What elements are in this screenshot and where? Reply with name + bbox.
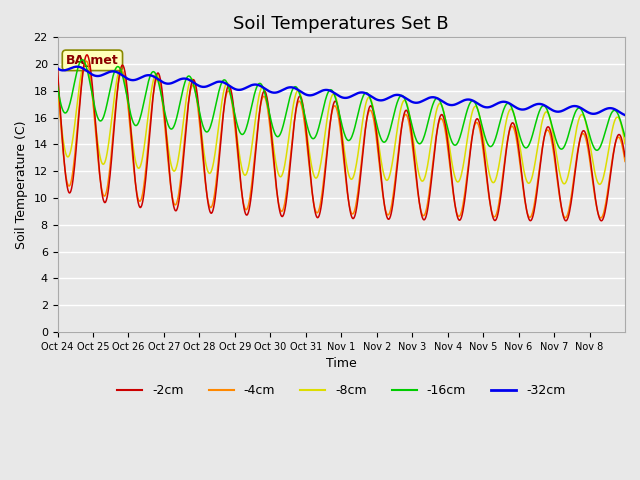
Legend: -2cm, -4cm, -8cm, -16cm, -32cm: -2cm, -4cm, -8cm, -16cm, -32cm bbox=[112, 379, 570, 402]
X-axis label: Time: Time bbox=[326, 357, 356, 370]
Text: BA_met: BA_met bbox=[66, 54, 119, 67]
Y-axis label: Soil Temperature (C): Soil Temperature (C) bbox=[15, 120, 28, 249]
Title: Soil Temperatures Set B: Soil Temperatures Set B bbox=[234, 15, 449, 33]
